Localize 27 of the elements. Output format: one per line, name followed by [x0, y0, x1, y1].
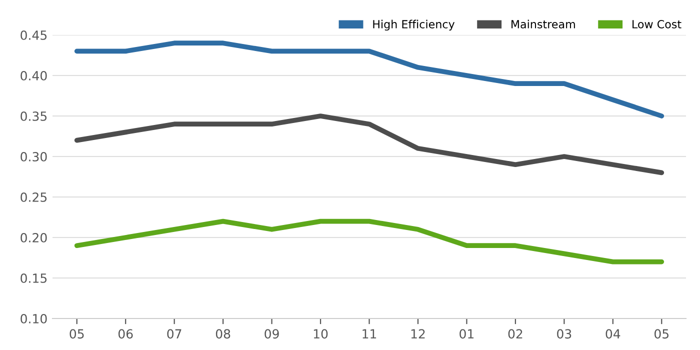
line-series [74, 114, 664, 176]
x-tick-label: 08 [216, 329, 230, 339]
y-tick-label: 0.10 [20, 314, 47, 324]
y-tick-label: 0.25 [20, 192, 47, 202]
x-tick-label: 10 [314, 329, 328, 339]
y-tick-label: 0.45 [20, 30, 47, 40]
x-tick-label: 04 [606, 329, 620, 339]
x-tick-label: 11 [362, 329, 376, 338]
x-tick-label: 05 [70, 329, 84, 339]
line-series [74, 218, 664, 264]
y-tick-label: 0.35 [20, 111, 47, 121]
x-tick-label: 01 [460, 329, 474, 339]
line-series [74, 40, 664, 118]
x-tick-label: 12 [411, 329, 425, 338]
x-tick-label: 03 [557, 329, 572, 339]
y-tick-label: 0.40 [20, 70, 47, 80]
legend-label: High Efficiency [373, 20, 455, 31]
legend-label: Low Cost [632, 20, 682, 28]
legend-label: Mainstream [512, 20, 575, 28]
y-tick-label: 0.30 [20, 152, 47, 162]
y-tick-label: 0.15 [20, 273, 47, 283]
x-tick-label: 07 [167, 329, 182, 339]
x-tick-label: 06 [118, 329, 133, 339]
x-tick-label: 05 [654, 329, 668, 339]
y-tick-label: 0.20 [20, 232, 47, 242]
x-tick-label: 02 [508, 329, 522, 339]
x-tick-label: 09 [264, 329, 279, 339]
